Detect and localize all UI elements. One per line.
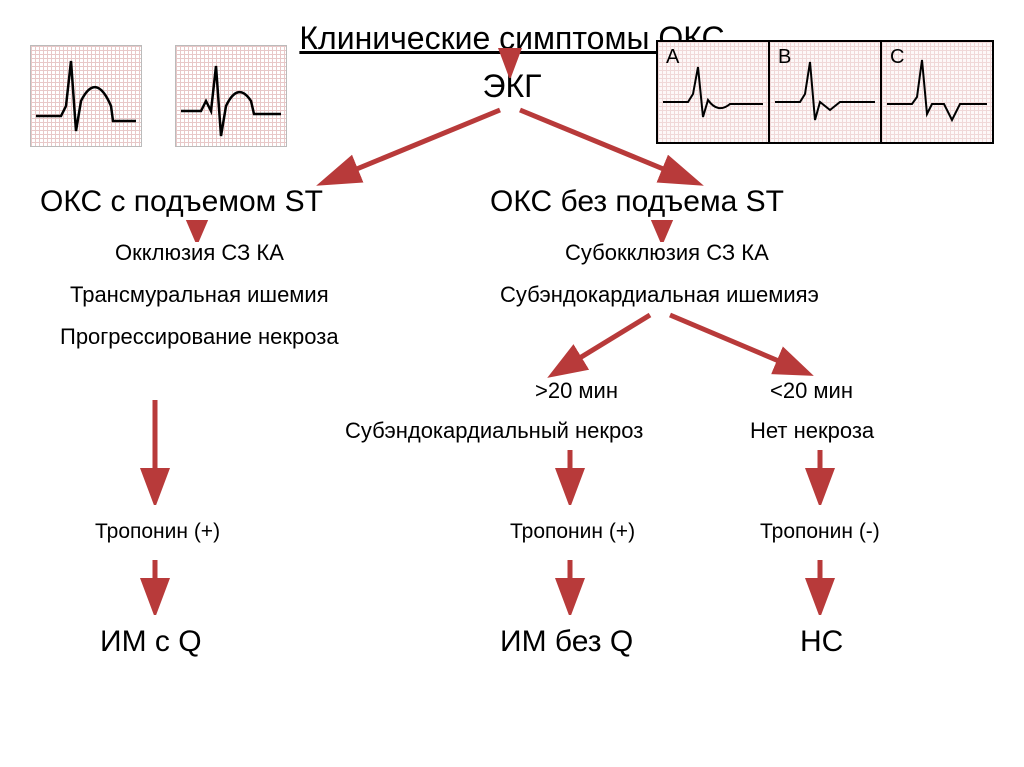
right-split-right-necrosis: Нет некроза	[750, 418, 874, 444]
arrow-ecg-to-right	[510, 105, 730, 190]
right-split-left-necrosis: Субэндокардиальный некроз	[345, 418, 643, 444]
arrow-right-split-right	[660, 310, 820, 380]
left-line1: Окклюзия СЗ КА	[115, 240, 284, 266]
right-left-troponin: Тропонин (+)	[510, 520, 635, 544]
right-split-right-time: <20 мин	[770, 378, 853, 404]
right-right-result: НС	[800, 625, 843, 659]
ecg-waveform-left-2	[175, 45, 287, 147]
right-line2: Субэндокардиальная ишемияэ	[500, 282, 819, 308]
right-left-result: ИМ без Q	[500, 625, 633, 659]
arrow-right-right-to-troponin	[805, 445, 835, 505]
ecg-cell-b: B	[770, 42, 882, 142]
arrow-left-to-result	[140, 555, 170, 615]
ecg-cell-c: C	[882, 42, 992, 142]
right-line1: Субокклюзия СЗ КА	[565, 240, 769, 266]
right-branch-title: ОКС без подъема ST	[490, 185, 784, 219]
right-right-troponin: Тропонин (-)	[760, 520, 880, 544]
arrow-right-left-to-result	[555, 555, 585, 615]
arrow-left-title-down	[185, 220, 209, 242]
arrow-title-to-ecg	[495, 48, 525, 78]
arrow-ecg-to-left	[300, 105, 520, 190]
arrow-left-to-troponin	[140, 395, 170, 505]
arrow-right-split-left	[540, 310, 660, 380]
left-line3: Прогрессирование некроза	[60, 324, 339, 350]
arrow-right-right-to-result	[805, 555, 835, 615]
left-branch-title: ОКС с подъемом ST	[40, 185, 323, 219]
right-split-left-time: >20 мин	[535, 378, 618, 404]
ecg-waveform-left-1	[30, 45, 142, 147]
left-line2: Трансмуральная ишемия	[70, 282, 329, 308]
left-result: ИМ с Q	[100, 625, 202, 659]
arrow-right-title-down	[650, 220, 674, 242]
left-troponin: Тропонин (+)	[95, 520, 220, 544]
arrow-right-left-to-troponin	[555, 445, 585, 505]
